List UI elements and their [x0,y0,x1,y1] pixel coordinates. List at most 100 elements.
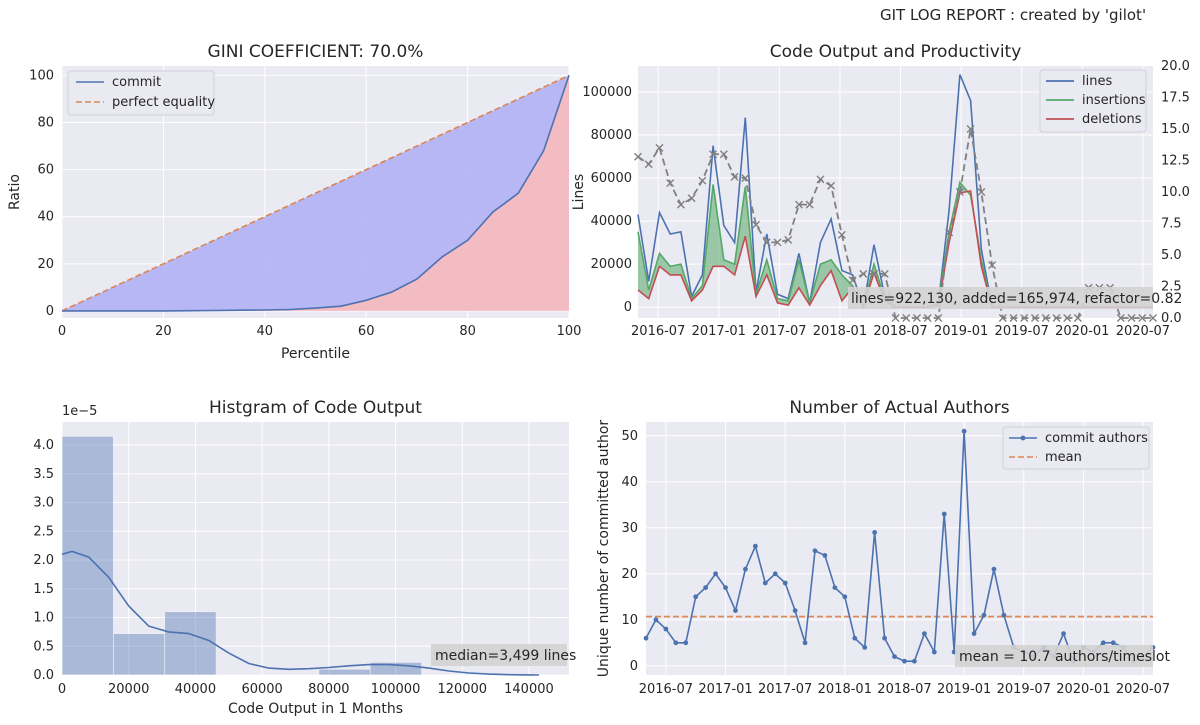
code-output-refactor-marker [1127,314,1136,322]
gini-y-tick-label: 0 [46,304,54,319]
authors-point [683,640,689,646]
gini-commit-line [62,75,570,312]
authors-y-tick-label: 40 [621,475,638,490]
code-output-legend-label: deletions [1082,112,1142,127]
gini-y-tick-label: 60 [37,163,54,178]
authors-legend-mean-label: mean [1045,450,1082,465]
histogram-annotation: median=3,499 lines [435,648,576,664]
code-output-x-tick-label: 2017-01 [692,324,746,339]
code-output-y-tick-label: 60000 [591,171,632,186]
code-output-refactor-marker [1009,314,1018,322]
code-output-refactor-marker [741,174,750,183]
authors-x-tick-label: 2017-01 [698,682,752,697]
code-output-refactor-marker [977,188,986,196]
code-output-refactor-marker [1063,314,1072,322]
authors-point [1001,612,1007,618]
authors-point [902,658,907,664]
authors-legend-box [1002,426,1150,470]
code-output-x-tick-label: 2018-07 [873,324,927,339]
authors-point [653,617,659,623]
authors-point [752,543,758,549]
authors-point [991,566,997,572]
code-output-y-tick-label: 100000 [582,85,632,100]
gini-x-tick-label: 20 [155,324,172,339]
code-output-refactor-marker [730,172,739,181]
authors-point [713,571,718,577]
code-output-refactor-marker [912,314,921,322]
authors-point [812,548,818,554]
code-output-legend-box [1039,69,1147,133]
histogram-bar [113,633,166,676]
code-output-refactor-marker [644,160,653,169]
histogram-x-tick-label: 0 [58,682,66,697]
gini-x-tick-label: 0 [58,324,66,339]
code-output-y-tick-label: 0 [624,300,632,315]
code-output-refactor-marker [859,269,868,278]
code-output-refactor-marker [988,261,997,270]
code-output-refactor-marker [1116,314,1125,322]
histogram-x-tick-label: 140000 [504,682,554,697]
authors-x-tick-label: 2018-01 [818,682,872,697]
authors-y-tick-label: 30 [621,521,638,536]
authors-x-tick-label: 2019-01 [937,682,991,697]
authors-point [941,511,947,517]
code-output-refactor-marker [902,314,911,322]
gini-x-tick-label: 100 [557,324,582,339]
authors-y-tick-label: 50 [621,429,638,444]
gini-y-tick-label: 100 [29,68,54,83]
authors-point [822,553,828,558]
code-output-title: Code Output and Productivity [770,42,1022,62]
authors-point [733,608,738,613]
gini-legend-box [67,70,215,116]
authors-title: Number of Actual Authors [789,398,1009,418]
code-output-refactor-marker [1052,314,1061,322]
code-output-refactor-marker [1020,314,1029,322]
authors-point [802,640,808,646]
histogram-title: Histgram of Code Output [209,398,422,418]
code-output-x-tick-label: 2017-07 [752,324,806,339]
code-output-y2-tick-label: 15.0 [1161,122,1190,137]
authors-point [663,626,669,632]
code-output-refactor-marker [634,152,642,161]
code-output-legend-label: insertions [1082,93,1146,108]
authors-point [1061,631,1066,636]
code-output-refactor-marker [998,314,1007,322]
histogram-plot-area [62,422,569,675]
code-output-y2-tick-label: 7.5 [1161,217,1182,232]
code-output-refactor-marker [870,269,879,278]
code-output-legend-label: lines [1082,74,1112,89]
code-output-refactor-marker [1138,314,1147,322]
authors-point [981,612,987,618]
gini-x-tick-label: 40 [257,324,274,339]
code-output-y2-tick-label: 10.0 [1161,185,1190,200]
code-output-refactor-marker [666,179,675,188]
histogram-y-tick-label: 2.0 [33,553,54,568]
code-output-x-tick-label: 2020-01 [1055,324,1109,339]
gini-x-tick-label: 80 [459,324,476,339]
histogram-y-tick-label: 3.5 [33,467,54,482]
code-output-y-tick-label: 20000 [591,257,632,272]
histogram-annotation-box [431,644,567,666]
code-output-y2-tick-label: 17.5 [1161,91,1190,106]
authors-point [971,631,977,636]
gini-y-axis-label: Ratio [7,174,23,210]
code-output-refactor-marker [762,238,771,247]
histogram-y-tick-label: 2.5 [33,524,54,539]
code-output-y2-tick-label: 0.0 [1161,311,1182,326]
code-output-y2-tick-label: 20.0 [1161,59,1190,74]
figure-title: GIT LOG REPORT : created by 'gilot' [880,6,1147,24]
code-output-refactor-marker [1030,314,1039,322]
histogram-x-tick-label: 100000 [371,682,421,697]
gini-inequality-area [62,75,569,311]
authors-point [1110,640,1116,646]
code-output-refactor-marker [891,314,900,322]
authors-point [703,585,709,590]
code-output-refactor-marker [966,125,975,133]
gini-y-tick-label: 20 [37,257,54,272]
gini-x-axis-label: Percentile [281,346,350,362]
histogram-y-tick-label: 3.0 [33,496,54,511]
code-output-refactor-marker [687,194,696,203]
code-output-refactor-marker [1041,314,1050,322]
code-output-refactor-marker [676,200,685,209]
